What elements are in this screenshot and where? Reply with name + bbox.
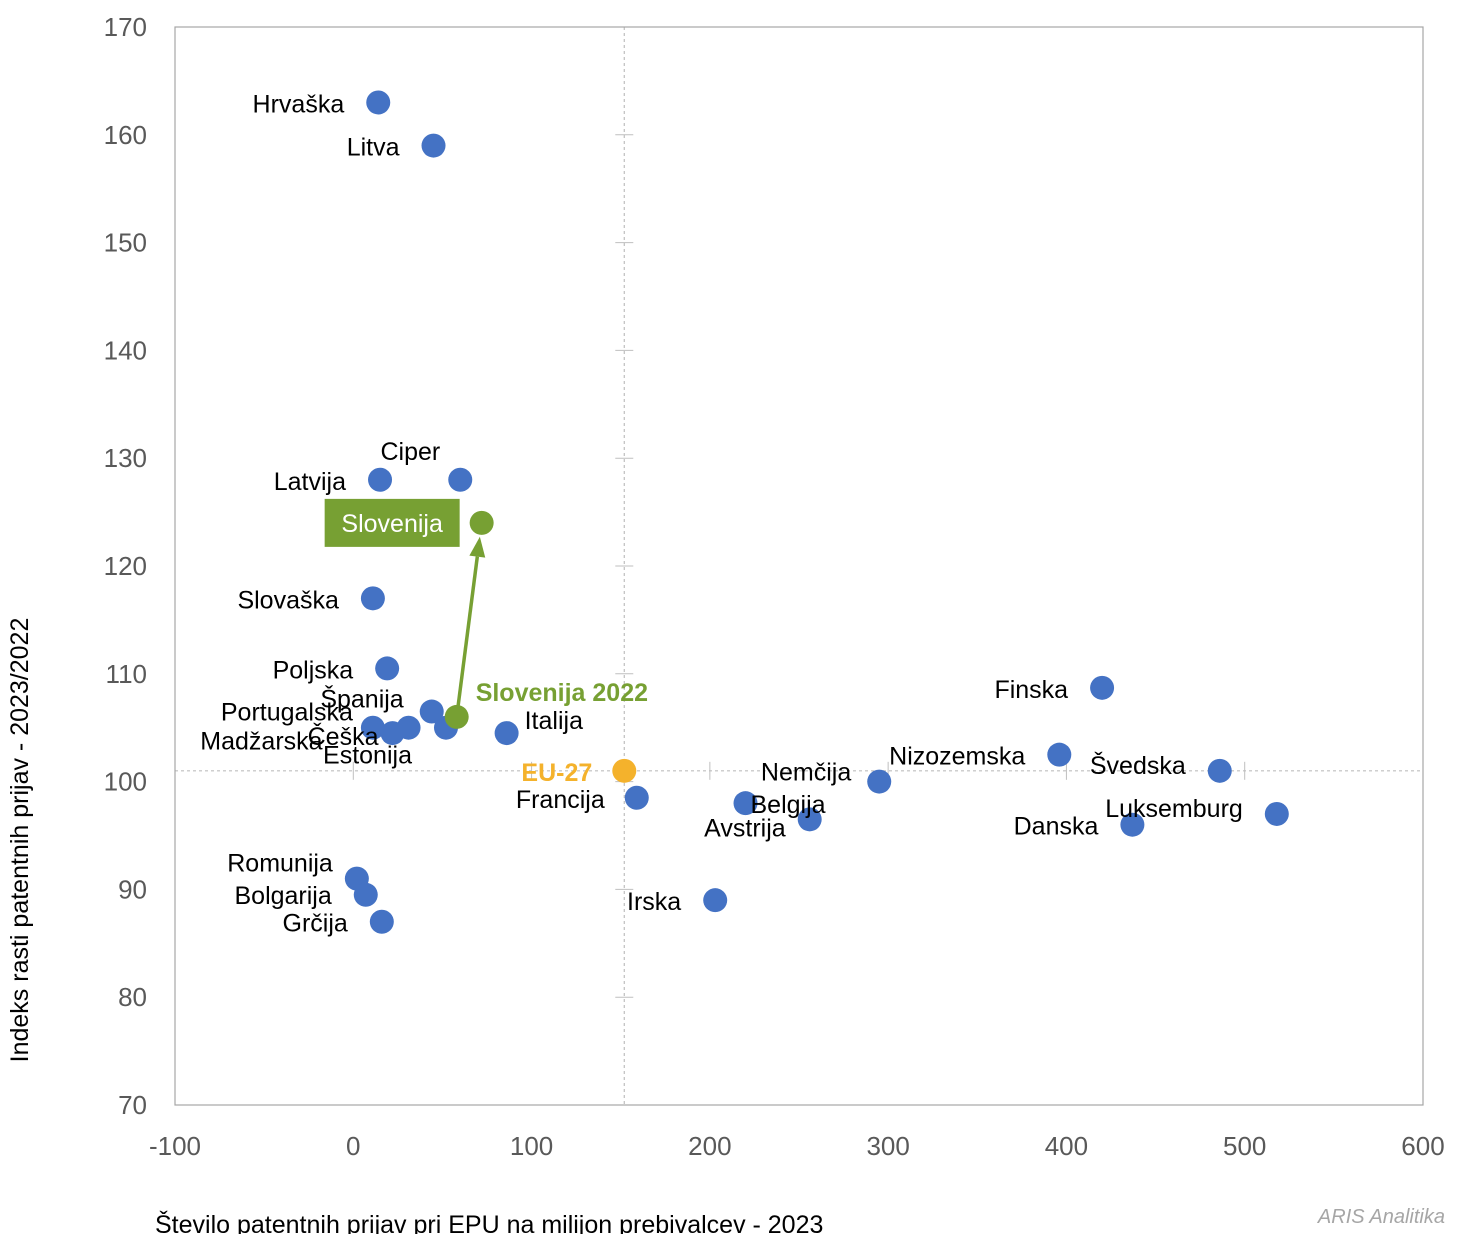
- point-labels: HrvaškaLitvaCiperLatvijaSlovaškaPoljskaŠ…: [200, 90, 1243, 937]
- y-tick-label: 100: [104, 767, 147, 797]
- label-slovaska: Slovaška: [237, 586, 339, 614]
- label-francija: Francija: [516, 786, 605, 814]
- point-irska: [703, 888, 728, 913]
- y-tick-label: 160: [104, 120, 147, 150]
- y-tick-label: 90: [118, 874, 147, 904]
- point-spanija: [419, 699, 444, 724]
- x-tick-label: 400: [1045, 1131, 1088, 1161]
- x-tick-label: -100: [149, 1131, 201, 1161]
- label-bolgarija: Bolgarija: [234, 882, 331, 910]
- label-madzarska: Madžarska: [200, 728, 322, 756]
- label-hrvaska: Hrvaška: [253, 90, 345, 118]
- x-tick-label: 500: [1223, 1131, 1266, 1161]
- x-tick-label: 100: [510, 1131, 553, 1161]
- x-tick-label: 300: [866, 1131, 909, 1161]
- label-slovenija: Slovenija: [341, 510, 443, 538]
- watermark: ARIS Analitika: [1317, 1206, 1445, 1228]
- y-tick-label: 120: [104, 551, 147, 581]
- label-nizozemska: Nizozemska: [889, 743, 1025, 771]
- point-ciper: [448, 467, 473, 492]
- point-poljska: [375, 656, 400, 681]
- y-tick-label: 110: [106, 659, 147, 689]
- label-ceska: Češka: [308, 722, 379, 751]
- label-danska: Danska: [1014, 813, 1099, 841]
- label-irska: Irska: [627, 888, 681, 916]
- plot-frame: [174, 26, 1424, 1106]
- point-litva: [421, 133, 446, 158]
- y-tick-label: 150: [104, 228, 147, 258]
- label-italija: Italija: [525, 707, 583, 735]
- point-slovaska: [360, 586, 385, 611]
- point-svedska: [1207, 758, 1232, 783]
- label-avstrija: Avstrija: [704, 814, 786, 842]
- label-romunija: Romunija: [227, 850, 333, 878]
- label-box-slovenija: [324, 498, 460, 547]
- label-finska: Finska: [994, 676, 1068, 704]
- y-axis-title: Indeks rasti patentnih prijav - 2023/202…: [6, 618, 34, 1063]
- point-hrvaska: [366, 90, 391, 115]
- label-grcija: Grčija: [283, 910, 348, 938]
- slovenia-change-arrow: [454, 536, 486, 718]
- label-nemcija: Nemčija: [761, 759, 851, 787]
- point-avstrija: [797, 807, 822, 832]
- label-litva: Litva: [347, 134, 400, 162]
- point-nizozemska: [1047, 742, 1072, 767]
- point-slovenija-2022: [444, 704, 469, 729]
- reference-lines: [175, 27, 1423, 1105]
- label-svedska: Švedska: [1090, 751, 1186, 780]
- point-francija: [624, 785, 649, 810]
- point-slovenija: [469, 510, 494, 535]
- y-tick-label: 70: [118, 1090, 147, 1120]
- point-grcija: [369, 909, 394, 934]
- point-belgija: [733, 791, 758, 816]
- axis-ticks: -100 0 100 200 300 400 500 600 70 80 90 100 110 120 13…: [104, 12, 1445, 1161]
- label-poljska: Poljska: [273, 656, 354, 684]
- label-estonija: Estonija: [323, 742, 412, 770]
- point-nemcija: [867, 769, 892, 794]
- point-danska: [1120, 812, 1145, 837]
- label-spanija: Španija: [320, 685, 403, 714]
- point-latvija: [368, 467, 393, 492]
- label-luksemburg: Luksemburg: [1105, 795, 1243, 823]
- x-axis-title: Število patentnih prijav pri EPU na mili…: [155, 1210, 823, 1234]
- point-eu-27: [612, 758, 637, 783]
- label-portugalska: Portugalska: [221, 699, 353, 727]
- arrow-head: [469, 536, 486, 558]
- label-eu-27: EU-27: [521, 759, 592, 787]
- point-bolgarija: [353, 882, 378, 907]
- label-slovenija-2022: Slovenija 2022: [476, 679, 648, 707]
- x-tick-label: 0: [346, 1131, 360, 1161]
- point-finska: [1090, 675, 1115, 700]
- point-madzarska: [396, 715, 421, 740]
- label-latvija: Latvija: [274, 468, 346, 496]
- x-tick-label: 200: [688, 1131, 731, 1161]
- arrow-shaft: [454, 556, 480, 718]
- y-tick-label: 80: [118, 982, 147, 1012]
- label-ciper: Ciper: [381, 438, 441, 466]
- point-italija: [494, 721, 519, 746]
- data-points: [344, 90, 1289, 934]
- label-belgija: Belgija: [751, 791, 826, 819]
- x-tick-label: 600: [1401, 1131, 1444, 1161]
- point-portugalska: [360, 715, 385, 740]
- y-tick-label: 140: [104, 335, 147, 365]
- point-luksemburg: [1264, 801, 1289, 826]
- y-tick-label: 170: [104, 12, 147, 42]
- y-tick-label: 130: [104, 443, 147, 473]
